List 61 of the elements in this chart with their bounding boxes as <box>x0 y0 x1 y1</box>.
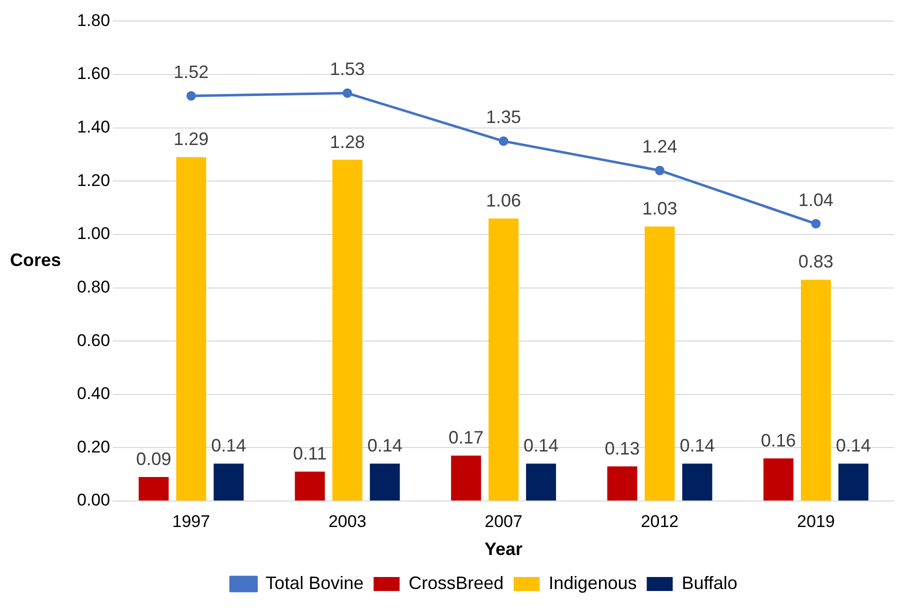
data-label: 0.14 <box>836 436 871 456</box>
x-tick-label: 2003 <box>328 512 366 531</box>
bar <box>800 280 831 500</box>
data-label: 1.53 <box>330 59 365 80</box>
bar <box>214 464 244 500</box>
y-axis-title: Cores <box>10 250 62 270</box>
data-label: 0.83 <box>798 252 834 272</box>
bar <box>488 218 519 500</box>
data-label: 0.13 <box>604 438 640 458</box>
data-label: 1.28 <box>330 132 365 152</box>
legend-label: CrossBreed <box>408 572 504 593</box>
point <box>498 136 508 146</box>
bar <box>370 464 400 500</box>
legend-label: Buffalo <box>682 572 738 593</box>
bar <box>138 477 169 500</box>
bar <box>838 464 868 500</box>
y-tick-label: 1.20 <box>76 170 110 190</box>
data-label: 0.14 <box>524 436 559 456</box>
data-label: 1.04 <box>798 190 834 210</box>
y-tick-label: 1.40 <box>76 118 110 137</box>
data-label: 0.09 <box>136 448 172 469</box>
x-tick-label: 2012 <box>640 512 679 531</box>
data-label: 0.17 <box>448 428 484 448</box>
bar <box>332 160 362 500</box>
point <box>186 91 196 101</box>
legend-label: Indigenous <box>548 572 637 593</box>
bar <box>682 464 712 500</box>
legend-label: Total Bovine <box>266 572 364 593</box>
y-tick-label: 0.20 <box>76 437 110 456</box>
x-tick-label: 1997 <box>172 512 210 531</box>
y-tick-label: 1.60 <box>76 64 110 84</box>
data-label: 0.11 <box>293 444 327 464</box>
data-label: 1.03 <box>642 198 678 218</box>
x-axis-title: Year <box>484 539 523 560</box>
bar <box>294 472 325 500</box>
data-label: 0.14 <box>211 436 246 456</box>
data-label: 1.24 <box>642 136 678 156</box>
bar <box>763 458 794 500</box>
bar <box>526 464 556 500</box>
y-tick-label: 1.80 <box>76 10 110 30</box>
y-tick-label: 1.00 <box>76 224 110 244</box>
data-label: 1.29 <box>174 129 209 150</box>
point <box>654 166 664 176</box>
bar <box>607 466 638 500</box>
data-label: 1.35 <box>486 107 522 128</box>
y-tick-label: 0.80 <box>76 277 110 296</box>
x-tick-label: 2019 <box>796 512 835 531</box>
y-tick-label: 0.40 <box>76 384 110 404</box>
data-label: 0.14 <box>367 436 402 456</box>
x-tick-label: 2007 <box>484 512 522 531</box>
bar <box>451 456 482 500</box>
point <box>342 88 352 98</box>
point <box>811 219 821 229</box>
data-label: 1.06 <box>486 190 522 210</box>
y-tick-label: 0.00 <box>76 490 110 510</box>
data-label: 1.52 <box>174 62 209 82</box>
data-label: 0.14 <box>680 436 715 456</box>
bar <box>644 226 675 500</box>
data-label: 0.16 <box>760 430 796 450</box>
bar <box>176 157 206 500</box>
y-tick-label: 0.60 <box>76 330 110 350</box>
